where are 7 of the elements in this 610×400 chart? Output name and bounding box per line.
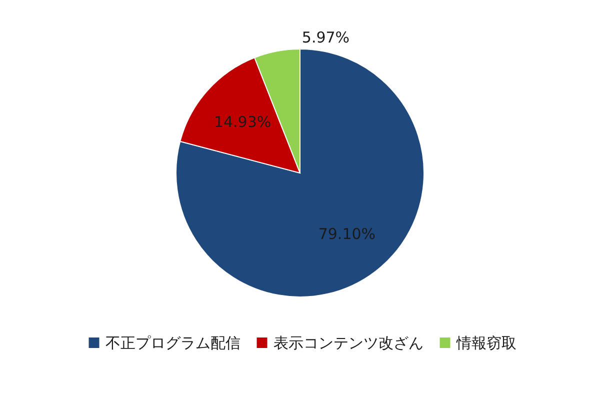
legend-label: 表示コンテンツ改ざん — [274, 334, 424, 352]
legend-label: 不正プログラム配信 — [106, 334, 240, 352]
data-label: 5.97% — [302, 28, 350, 46]
data-label: 79.10% — [318, 224, 376, 243]
pie-slice — [176, 48, 424, 298]
data-label: 14.93% — [214, 112, 272, 131]
legend-label: 情報窃取 — [456, 334, 516, 352]
